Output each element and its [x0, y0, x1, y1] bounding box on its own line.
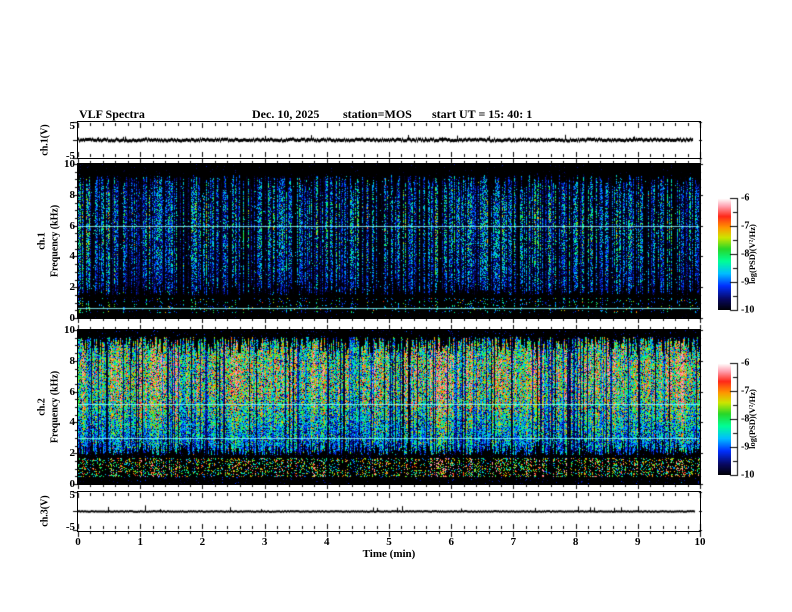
ch2spec-freq-tick-label: 2	[69, 447, 76, 460]
time-tick-label: 7	[510, 536, 517, 548]
ch1-spec-channel-label: ch.1	[36, 232, 48, 250]
colorbar-ch2	[718, 363, 731, 480]
time-tick-label: 8	[572, 536, 579, 548]
colorbar-ch1-canvas	[718, 198, 731, 310]
ch1-spectrogram-canvas	[78, 164, 700, 318]
colorbar-tick-label: -10	[741, 304, 755, 316]
ch1-voltage-axis-label: ch.1(V)	[39, 124, 51, 156]
ch1-spec-frequency-axis-label: Frequency (kHz)	[49, 204, 61, 278]
panel-ch3-voltage	[77, 491, 701, 532]
ch1spec-freq-tick-label: 0	[69, 312, 76, 324]
time-tick-label: 0	[75, 536, 81, 548]
colorbar-ch1	[718, 198, 731, 315]
ch3v-tick-label: 5	[69, 489, 76, 501]
colorbar-tick-label: -10	[741, 469, 755, 481]
colorbar-tick-label: -8	[741, 248, 750, 260]
figure-title: VLF Spectra	[79, 107, 145, 121]
ch2-spectrogram-canvas	[78, 330, 700, 484]
time-tick-label: 2	[199, 536, 206, 548]
ch1-voltage-canvas	[78, 122, 700, 158]
colorbar-tick-label: -6	[741, 357, 750, 369]
time-tick-label: 10	[694, 536, 706, 548]
date-label: Dec. 10, 2025	[252, 107, 320, 121]
ch3-voltage-axis-label: ch.3(V)	[39, 495, 51, 527]
colorbar-ch2-canvas	[718, 363, 731, 475]
panel-ch1-voltage	[77, 121, 701, 159]
colorbar-tick-label: -6	[741, 192, 750, 204]
time-tick-label: 3	[261, 536, 268, 548]
panel-ch1-spectrogram	[77, 163, 701, 319]
time-tick-label: 4	[324, 536, 330, 548]
time-tick-label: 6	[448, 536, 454, 548]
ch1spec-freq-tick-label: 6	[69, 219, 76, 232]
colorbar-tick-label: -9	[741, 276, 750, 288]
ch2spec-freq-tick-label: 4	[69, 416, 76, 429]
ch1spec-freq-tick-label: 10	[64, 158, 75, 170]
colorbar-tick-label: -8	[741, 413, 750, 425]
ch2spec-freq-tick-label: 6	[69, 385, 76, 398]
time-tick-label: 9	[635, 536, 641, 548]
ch2-spec-frequency-axis-label: Frequency (kHz)	[49, 370, 61, 444]
ch1spec-freq-tick-label: 8	[69, 188, 76, 201]
colorbar-tick-label: -7	[741, 220, 750, 232]
station-label: station=MOS	[343, 107, 412, 121]
ch1spec-freq-tick-label: 4	[69, 250, 76, 263]
time-tick-label: 5	[386, 536, 392, 548]
ch2-spec-channel-label: ch.2	[36, 398, 48, 416]
ch3-voltage-canvas	[78, 492, 700, 531]
start-ut-label: start UT = 15: 40: 1	[432, 107, 533, 121]
time-axis-label: Time (min)	[362, 548, 416, 560]
colorbar-tick-label: -7	[741, 385, 750, 397]
time-tick-label: 1	[137, 536, 143, 548]
ch2spec-freq-tick-label: 10	[64, 324, 75, 336]
ch2spec-freq-tick-label: 8	[69, 354, 76, 367]
panel-ch2-spectrogram	[77, 329, 701, 485]
ch1v-tick-label: 5	[69, 120, 76, 132]
ch1spec-freq-tick-label: 2	[69, 281, 76, 294]
ch3v-tick-label: -5	[65, 521, 75, 533]
colorbar-tick-label: -9	[741, 441, 750, 453]
